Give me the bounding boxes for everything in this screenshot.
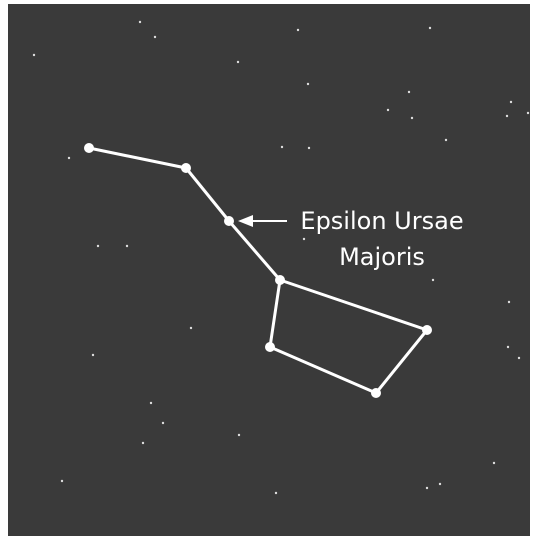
annotation-line: Epsilon Ursae — [300, 207, 463, 235]
annotation-line: Majoris — [339, 243, 425, 271]
page: Epsilon Ursae Majoris (() => { const dat… — [0, 0, 536, 540]
diagram: Epsilon Ursae Majoris — [0, 0, 536, 540]
sky — [8, 4, 530, 536]
